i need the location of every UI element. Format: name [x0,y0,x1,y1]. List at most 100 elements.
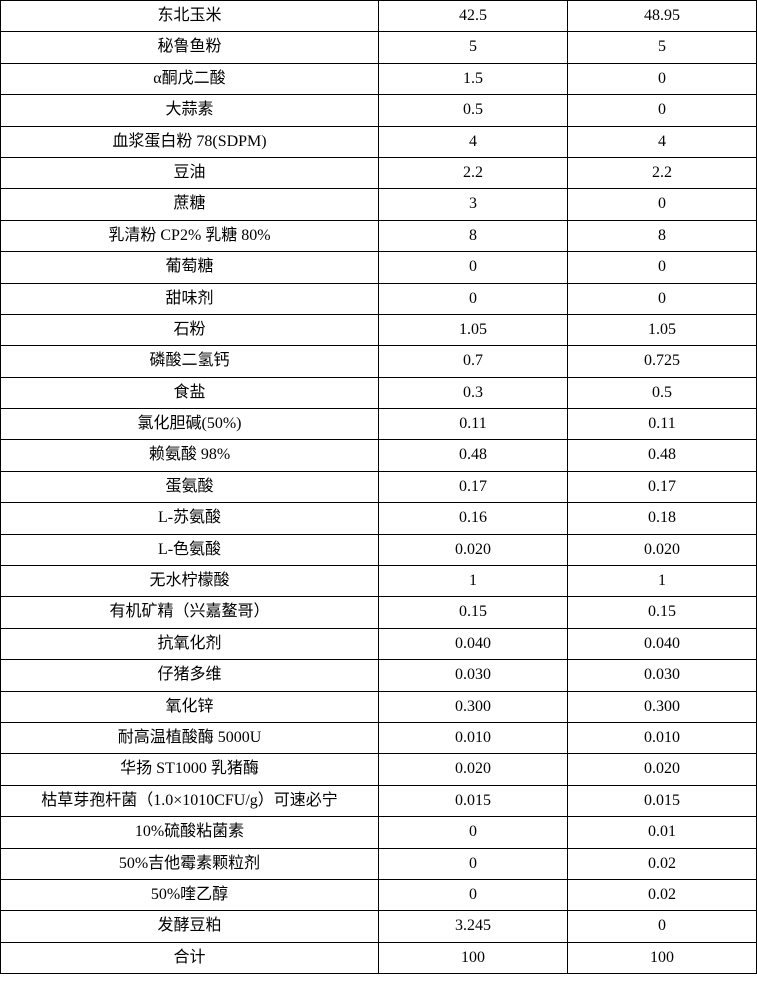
value2-cell: 1 [568,566,757,597]
value1-cell: 0.5 [379,95,568,126]
value1-cell: 0.11 [379,409,568,440]
ingredient-name-cell: 耐高温植酸酶 5000U [1,722,379,753]
value2-cell: 0.015 [568,785,757,816]
table-row: 蔗糖30 [1,189,757,220]
value2-cell: 0.300 [568,691,757,722]
table-row: 大蒜素0.50 [1,95,757,126]
value2-cell: 0 [568,189,757,220]
value1-cell: 0 [379,817,568,848]
value1-cell: 0.15 [379,597,568,628]
table-row: 枯草芽孢杆菌（1.0×1010CFU/g）可速必宁0.0150.015 [1,785,757,816]
value1-cell: 0.040 [379,628,568,659]
value2-cell: 0.020 [568,754,757,785]
table-row: 50%吉他霉素颗粒剂00.02 [1,848,757,879]
table-row: 磷酸二氢钙0.70.725 [1,346,757,377]
table-row: 蛋氨酸0.170.17 [1,471,757,502]
value1-cell: 3 [379,189,568,220]
ingredient-name-cell: 蔗糖 [1,189,379,220]
table-row: α酮戊二酸1.50 [1,63,757,94]
value2-cell: 0.030 [568,660,757,691]
value2-cell: 0.040 [568,628,757,659]
table-body: 东北玉米42.548.95秘鲁鱼粉55α酮戊二酸1.50大蒜素0.50血浆蛋白粉… [1,1,757,974]
table-row: 甜味剂00 [1,283,757,314]
value2-cell: 2.2 [568,157,757,188]
value1-cell: 0.7 [379,346,568,377]
table-row: 血浆蛋白粉 78(SDPM)44 [1,126,757,157]
value1-cell: 4 [379,126,568,157]
value1-cell: 100 [379,942,568,973]
value1-cell: 0.020 [379,754,568,785]
ingredient-name-cell: 乳清粉 CP2% 乳糖 80% [1,220,379,251]
ingredient-name-cell: 葡萄糖 [1,252,379,283]
table-row: 耐高温植酸酶 5000U0.0100.010 [1,722,757,753]
table-row: 石粉1.051.05 [1,314,757,345]
table-row: 豆油2.22.2 [1,157,757,188]
table-row: 氯化胆碱(50%)0.110.11 [1,409,757,440]
value1-cell: 0 [379,879,568,910]
value1-cell: 1.05 [379,314,568,345]
value2-cell: 4 [568,126,757,157]
ingredient-name-cell: 东北玉米 [1,1,379,32]
value2-cell: 0.17 [568,471,757,502]
ingredient-name-cell: 石粉 [1,314,379,345]
value2-cell: 0 [568,283,757,314]
table-row: L-色氨酸0.0200.020 [1,534,757,565]
ingredient-name-cell: 抗氧化剂 [1,628,379,659]
ingredient-name-cell: 豆油 [1,157,379,188]
value1-cell: 0.010 [379,722,568,753]
value2-cell: 5 [568,32,757,63]
feed-formula-table: 东北玉米42.548.95秘鲁鱼粉55α酮戊二酸1.50大蒜素0.50血浆蛋白粉… [0,0,757,974]
ingredient-name-cell: 磷酸二氢钙 [1,346,379,377]
table-row: 50%喹乙醇00.02 [1,879,757,910]
value2-cell: 0.15 [568,597,757,628]
ingredient-name-cell: 有机矿精（兴嘉鳌哥） [1,597,379,628]
table-row: 氧化锌0.3000.300 [1,691,757,722]
value1-cell: 0 [379,848,568,879]
value1-cell: 1 [379,566,568,597]
ingredient-name-cell: 甜味剂 [1,283,379,314]
value1-cell: 0.16 [379,503,568,534]
table-row: 无水柠檬酸11 [1,566,757,597]
value2-cell: 1.05 [568,314,757,345]
ingredient-name-cell: 50%吉他霉素颗粒剂 [1,848,379,879]
ingredient-name-cell: 仔猪多维 [1,660,379,691]
table-row: 葡萄糖00 [1,252,757,283]
value1-cell: 0 [379,252,568,283]
value1-cell: 2.2 [379,157,568,188]
table-row: 秘鲁鱼粉55 [1,32,757,63]
value2-cell: 100 [568,942,757,973]
value1-cell: 42.5 [379,1,568,32]
value2-cell: 0 [568,911,757,942]
ingredient-name-cell: 枯草芽孢杆菌（1.0×1010CFU/g）可速必宁 [1,785,379,816]
value2-cell: 0.11 [568,409,757,440]
table-row: 乳清粉 CP2% 乳糖 80%88 [1,220,757,251]
value2-cell: 0.48 [568,440,757,471]
ingredient-name-cell: 赖氨酸 98% [1,440,379,471]
ingredient-name-cell: L-苏氨酸 [1,503,379,534]
ingredient-name-cell: 秘鲁鱼粉 [1,32,379,63]
ingredient-name-cell: L-色氨酸 [1,534,379,565]
value2-cell: 48.95 [568,1,757,32]
value2-cell: 0 [568,95,757,126]
table-row: 有机矿精（兴嘉鳌哥）0.150.15 [1,597,757,628]
ingredient-name-cell: α酮戊二酸 [1,63,379,94]
ingredient-name-cell: 氯化胆碱(50%) [1,409,379,440]
ingredient-name-cell: 10%硫酸粘菌素 [1,817,379,848]
value1-cell: 0.015 [379,785,568,816]
value1-cell: 8 [379,220,568,251]
value1-cell: 5 [379,32,568,63]
value1-cell: 0 [379,283,568,314]
table-row: 仔猪多维0.0300.030 [1,660,757,691]
ingredient-name-cell: 合计 [1,942,379,973]
table-row: 东北玉米42.548.95 [1,1,757,32]
value1-cell: 1.5 [379,63,568,94]
ingredient-name-cell: 蛋氨酸 [1,471,379,502]
value1-cell: 0.3 [379,377,568,408]
ingredient-name-cell: 50%喹乙醇 [1,879,379,910]
ingredient-name-cell: 大蒜素 [1,95,379,126]
value2-cell: 0 [568,252,757,283]
ingredient-name-cell: 无水柠檬酸 [1,566,379,597]
value2-cell: 0.010 [568,722,757,753]
value2-cell: 0 [568,63,757,94]
value1-cell: 0.020 [379,534,568,565]
